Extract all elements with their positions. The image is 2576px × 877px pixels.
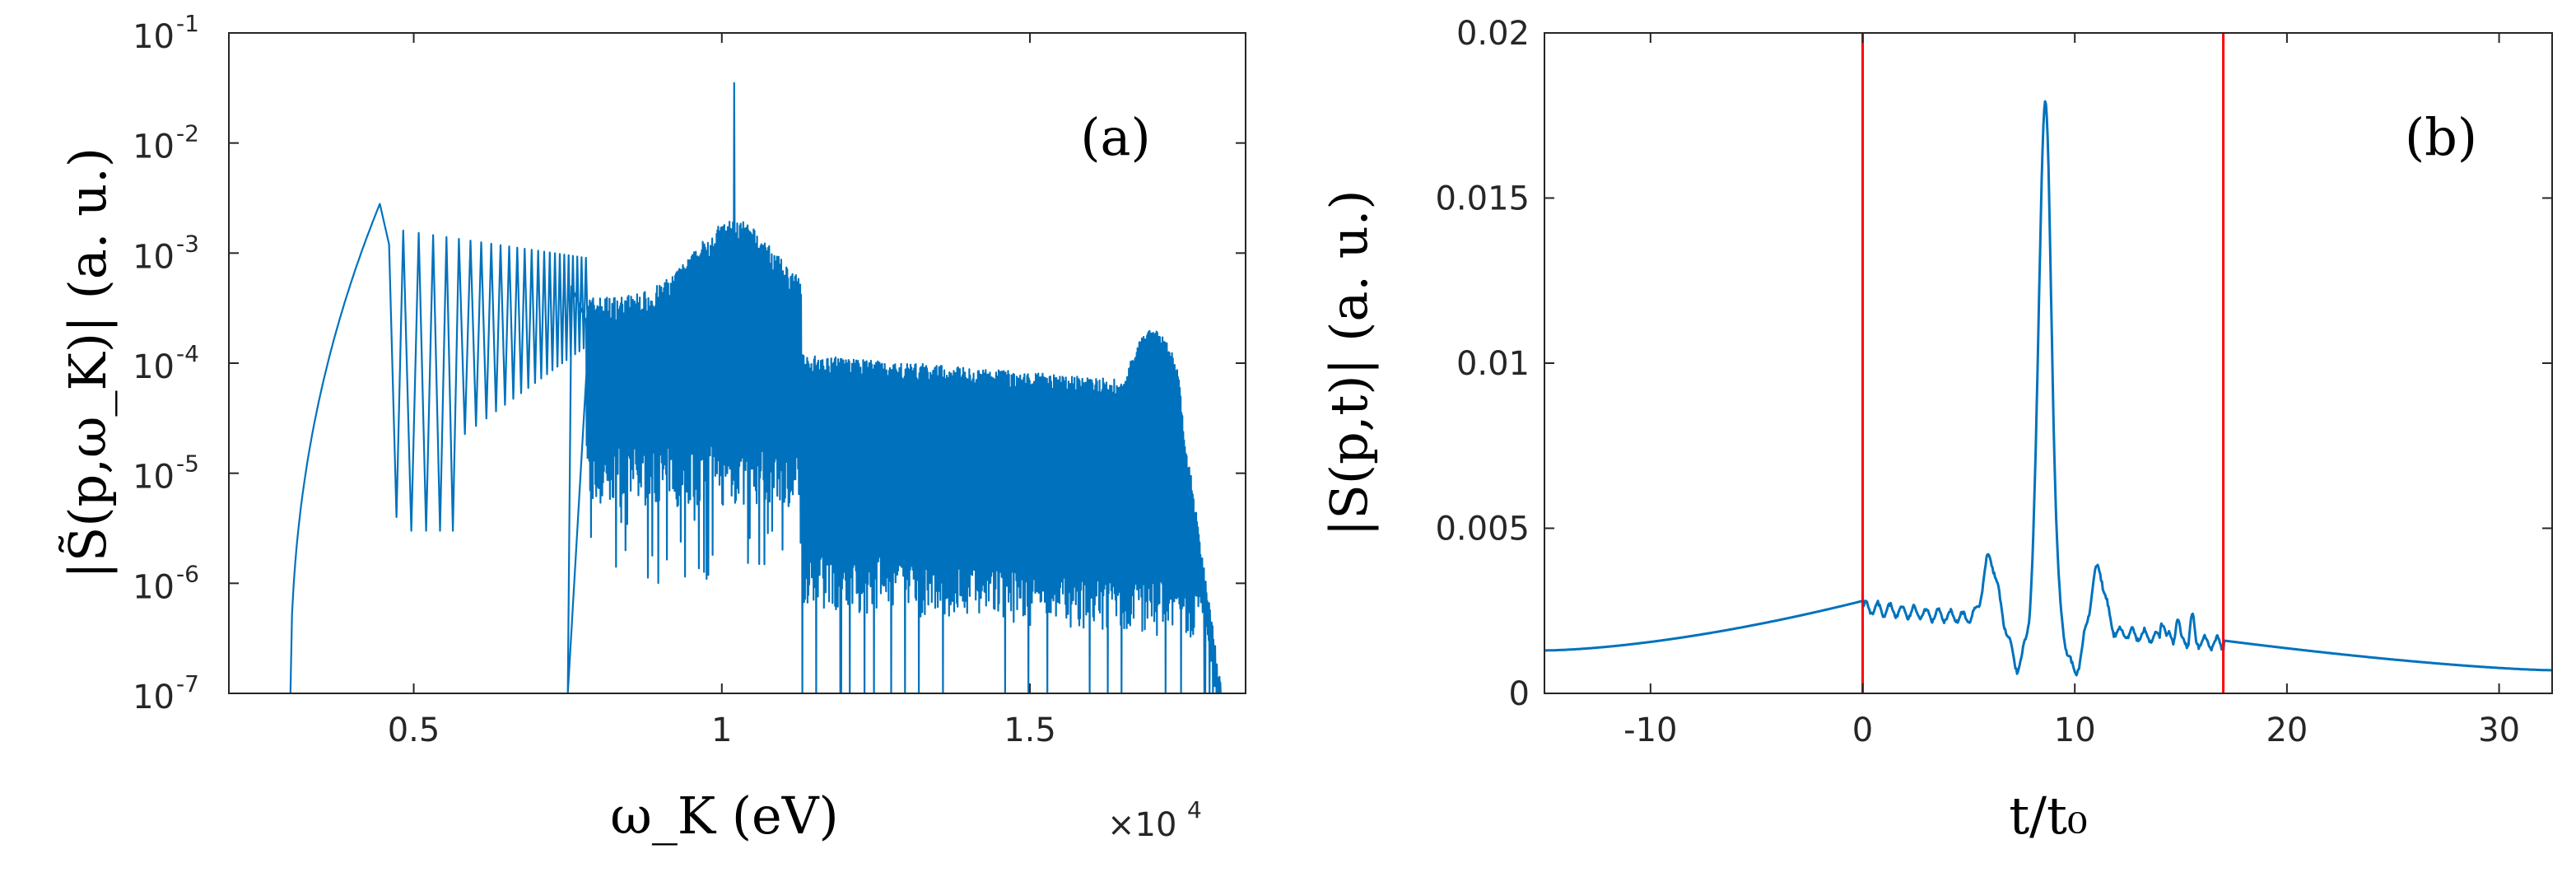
- y-tick-exponent-a: -1: [176, 10, 199, 37]
- y-tick-label-a: 10: [133, 128, 175, 166]
- x-tick-label-b: 30: [2478, 711, 2520, 749]
- y-tick-label-b: 0.015: [1435, 180, 1530, 218]
- x-tick-label-b: -10: [1623, 711, 1677, 749]
- spectrum-line: [289, 82, 1222, 695]
- ticks-a: 0.5 1 1.510-710-610-510-410-310-210-1: [133, 10, 1246, 749]
- y-tick-label-b: 0: [1509, 675, 1530, 713]
- x-tick-label-b: 0: [1852, 711, 1873, 749]
- y-tick-exponent-a: -6: [176, 560, 199, 587]
- chart-panel-a: 0.5 1 1.510-710-610-510-410-310-210-1 (a) …: [58, 10, 1246, 846]
- x-tick-label-a: 1: [711, 711, 732, 749]
- series-spectrum: [289, 82, 1222, 695]
- y-tick-exponent-a: -4: [176, 340, 199, 367]
- y-tick-label-a: 10: [133, 238, 175, 276]
- y-tick-exponent-a: -2: [176, 120, 199, 147]
- x-exponent-power: 4: [1187, 796, 1202, 823]
- series-time-signal: [1544, 100, 2552, 677]
- time-signal-line: [1544, 100, 2552, 677]
- y-tick-exponent-a: -3: [176, 230, 199, 257]
- x-axis-label-a: ω_K (eV): [610, 786, 838, 846]
- x-tick-label-b: 20: [2266, 711, 2308, 749]
- y-tick-exponent-a: -5: [176, 450, 199, 478]
- panel-label-b: (b): [2405, 107, 2477, 167]
- x-exponent-base: ×10: [1107, 806, 1176, 844]
- y-axis-label-b: |S(p,t)| (a. u.): [1319, 189, 1379, 536]
- chart-panel-b: -10 0 10 20 30 0 0.005 0.01 0.015 0.02 (b) t/t₀ |…: [1319, 15, 2553, 846]
- x-tick-label-a: 0.5: [388, 711, 440, 749]
- y-tick-label-b: 0.02: [1456, 15, 1530, 53]
- x-tick-label-b: 10: [2054, 711, 2096, 749]
- y-tick-label-a: 10: [133, 459, 175, 497]
- y-tick-exponent-a: -7: [176, 670, 199, 697]
- x-exponent-a: ×10 4: [1107, 796, 1202, 844]
- y-axis-label-a: |S̃(p,ω_K)| (a. u.): [58, 147, 118, 579]
- ticks-b: -10 0 10 20 30 0 0.005 0.01 0.015 0.02: [1435, 15, 2552, 749]
- y-tick-label-b: 0.01: [1456, 345, 1530, 383]
- panel-label-a: (a): [1080, 107, 1150, 167]
- y-tick-label-a: 10: [133, 348, 175, 386]
- y-tick-label-a: 10: [133, 568, 175, 606]
- x-tick-label-a: 1.5: [1004, 711, 1056, 749]
- x-axis-label-b: t/t₀: [2009, 786, 2088, 846]
- y-tick-label-b: 0.005: [1435, 511, 1530, 548]
- y-tick-label-a: 10: [133, 679, 175, 716]
- marker-lines: [1861, 33, 2225, 693]
- y-tick-label-a: 10: [133, 18, 175, 56]
